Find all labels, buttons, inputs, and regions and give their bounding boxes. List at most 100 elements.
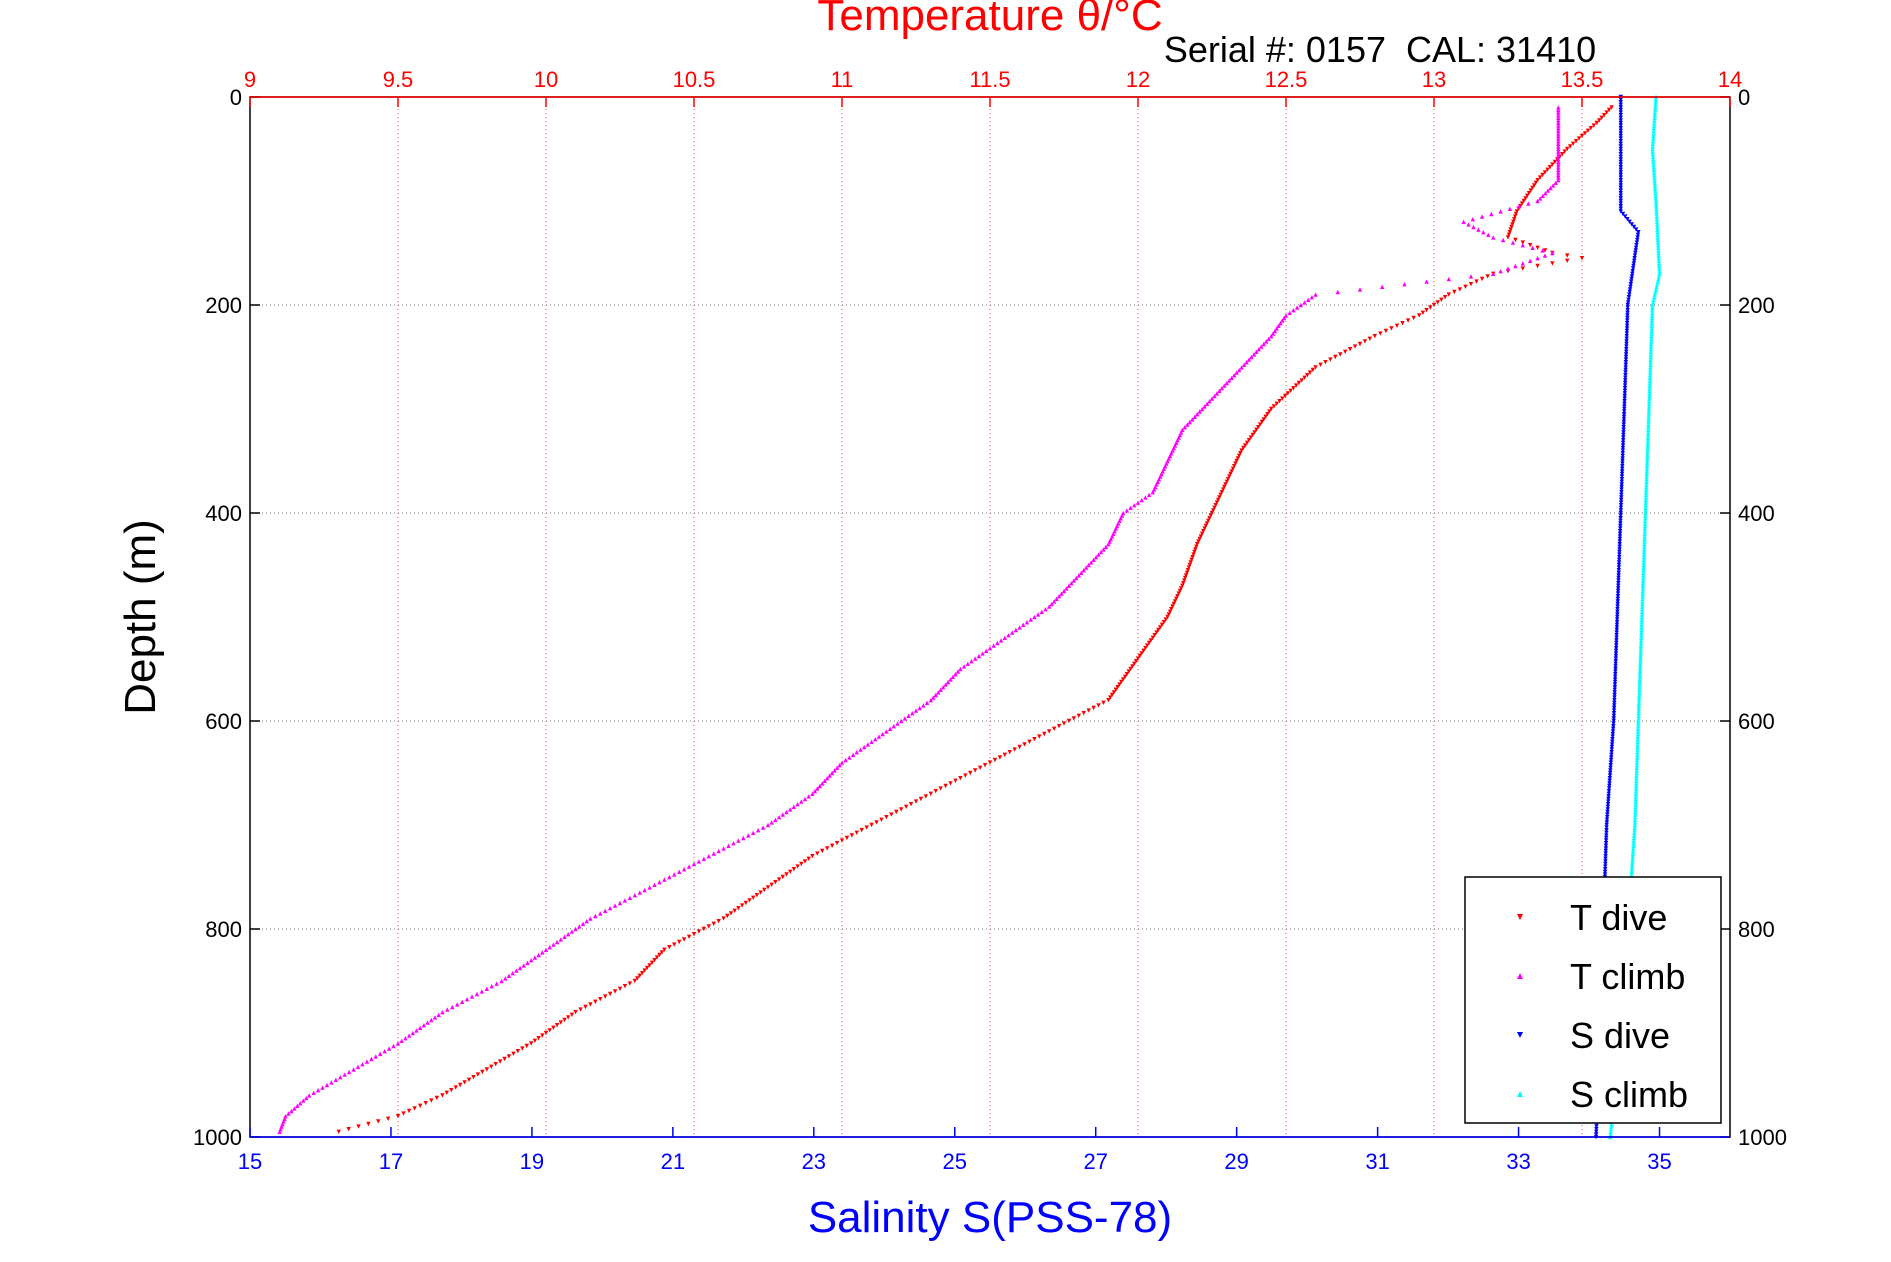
data-point: [1207, 516, 1212, 521]
data-point: [425, 1020, 430, 1025]
data-point: [1612, 687, 1617, 692]
data-point: [1651, 297, 1656, 302]
data-point: [1259, 419, 1265, 425]
data-point: [1649, 321, 1655, 326]
data-point: [1167, 609, 1173, 614]
data-point: [1543, 191, 1548, 196]
data-point: [1209, 396, 1215, 401]
data-point: [577, 924, 582, 929]
data-point: [1647, 383, 1652, 388]
data-point: [1591, 123, 1597, 128]
data-point: [873, 737, 878, 742]
data-point: [769, 882, 774, 887]
data-point: [1621, 425, 1626, 430]
data-point: [1618, 141, 1623, 146]
data-point: [1507, 206, 1513, 211]
data-point: [1634, 773, 1639, 778]
data-point: [338, 1075, 343, 1080]
data-point: [450, 1004, 455, 1010]
data-point: [812, 789, 818, 794]
data-point: [1632, 253, 1638, 258]
data-point: [503, 976, 508, 981]
data-point: [1653, 105, 1658, 110]
data-point: [1588, 126, 1594, 131]
data-point: [1604, 822, 1609, 828]
data-point: [1642, 526, 1648, 531]
data-point: [1635, 726, 1641, 731]
legend: T dive T climb S dive S climb: [1464, 876, 1722, 1124]
data-point: [1620, 461, 1625, 466]
data-point: [1188, 560, 1193, 565]
data-point: [1556, 139, 1561, 144]
data-point: [1620, 453, 1625, 458]
data-point: [1183, 573, 1189, 578]
data-point: [1640, 591, 1645, 596]
data-point: [1108, 695, 1113, 700]
data-point: [1249, 354, 1254, 360]
data-point: [1639, 617, 1645, 622]
data-point: [1609, 747, 1614, 752]
data-point: [1653, 287, 1659, 292]
data-point: [336, 1129, 341, 1134]
data-point: [562, 934, 567, 939]
data-point: [815, 851, 820, 856]
data-point: [1556, 152, 1561, 157]
data-point: [1639, 614, 1645, 620]
data-point: [1645, 435, 1651, 440]
data-point: [1633, 804, 1638, 809]
data-point: [791, 867, 797, 872]
data-point: [1091, 705, 1096, 711]
data-point: [1513, 211, 1519, 217]
data-point: [1203, 523, 1209, 529]
data-point: [1609, 750, 1614, 755]
data-point: [1556, 149, 1561, 154]
data-point: [1605, 809, 1610, 815]
data-point: [1553, 180, 1558, 185]
data-point: [755, 828, 761, 833]
data-point: [1611, 716, 1617, 721]
bottom-tick-label: 35: [1647, 1149, 1671, 1174]
data-point: [1651, 167, 1657, 172]
data-point: [982, 763, 988, 768]
data-point: [1618, 188, 1623, 193]
data-point: [647, 963, 652, 968]
data-point: [1618, 518, 1623, 523]
data-point: [1641, 575, 1646, 581]
data-point: [1649, 313, 1655, 318]
data-point: [410, 1030, 415, 1036]
data-point: [1632, 822, 1638, 828]
data-point: [1652, 115, 1657, 120]
data-point: [1206, 518, 1211, 523]
data-point: [1535, 245, 1540, 250]
data-point: [681, 937, 687, 942]
data-point: [1608, 1132, 1613, 1137]
data-point: [773, 880, 778, 885]
data-point: [843, 757, 848, 763]
data-point: [1222, 383, 1227, 388]
data-point: [1620, 443, 1626, 448]
data-point: [1645, 430, 1651, 435]
data-point: [1619, 471, 1625, 477]
data-point: [1642, 529, 1648, 534]
data-point: [1251, 352, 1257, 357]
data-point: [1624, 321, 1630, 326]
data-point: [1613, 672, 1618, 677]
data-point: [1556, 172, 1561, 178]
data-point: [1619, 495, 1624, 500]
data-point: [1219, 490, 1225, 495]
data-point: [1119, 679, 1124, 685]
data-point: [1257, 422, 1263, 427]
data-point: [1623, 352, 1629, 357]
data-point: [1654, 282, 1660, 287]
data-point: [1640, 594, 1645, 599]
data-point: [1086, 562, 1091, 568]
data-point: [1653, 100, 1658, 105]
data-point: [401, 1111, 406, 1116]
data-point: [1556, 136, 1561, 141]
data-point: [1633, 794, 1639, 799]
data-point: [1645, 445, 1650, 451]
data-point: [913, 799, 919, 804]
data-point: [869, 822, 874, 828]
data-point: [1624, 328, 1630, 334]
data-point: [1143, 646, 1148, 651]
